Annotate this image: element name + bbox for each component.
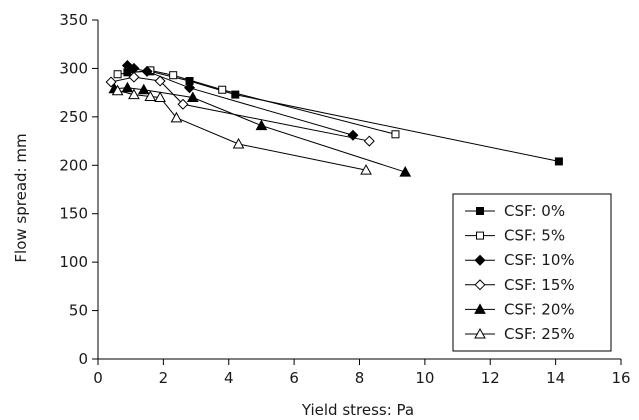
legend-item: CSF: 20%	[465, 300, 575, 318]
data-point	[154, 75, 166, 87]
axes: 0 50 100 150 200 250 300 350 0 2 4 6 8 10 12 14 16	[59, 11, 630, 387]
data-point	[184, 82, 196, 94]
legend-marker	[474, 303, 486, 314]
legend-marker	[474, 279, 486, 291]
legend-label: CSF: 15%	[504, 276, 575, 294]
data-point	[141, 65, 153, 77]
legend-label: CSF: 20%	[504, 300, 575, 318]
legend-marker	[476, 231, 484, 240]
data-point	[554, 157, 563, 166]
y-tick-label: 150	[59, 205, 88, 223]
legend-item: CSF: 10%	[465, 251, 575, 269]
series-2	[121, 60, 359, 141]
data-point	[255, 119, 268, 131]
legend-item: CSF: 15%	[465, 276, 575, 294]
y-tick-label: 200	[59, 156, 88, 174]
x-tick-label: 6	[289, 369, 299, 387]
data-point	[121, 60, 133, 72]
series-1	[113, 66, 400, 139]
x-axis-label: Yield stress: Pa	[301, 401, 414, 419]
data-point	[154, 91, 166, 102]
legend-marker	[476, 207, 484, 215]
series-0	[123, 67, 563, 166]
data-point	[177, 98, 189, 110]
x-tick-label: 12	[481, 369, 500, 387]
data-point	[347, 129, 359, 141]
x-tick-label: 2	[159, 369, 169, 387]
legend-box	[452, 193, 612, 352]
series-3	[105, 71, 375, 147]
data-point	[391, 130, 400, 139]
series-line	[110, 76, 370, 142]
legend-item: CSF: 5%	[465, 227, 565, 245]
series-4	[108, 81, 412, 177]
data-point	[121, 81, 134, 93]
data-point	[399, 166, 412, 177]
data-point	[113, 70, 122, 79]
data-point	[111, 84, 124, 96]
legend-label: CSF: 0%	[504, 202, 565, 220]
data-point	[170, 111, 183, 123]
series-layer	[105, 60, 563, 177]
x-tick-label: 14	[546, 369, 565, 387]
y-axis-label: Flow spread: mm	[12, 133, 30, 262]
series-5	[111, 84, 372, 175]
x-tick-label: 8	[355, 369, 365, 387]
data-point	[218, 85, 227, 94]
data-point	[169, 71, 178, 80]
x-tick-label: 16	[611, 369, 630, 387]
legend-item: CSF: 0%	[465, 202, 565, 220]
y-tick-label: 50	[69, 302, 88, 320]
data-point	[137, 83, 150, 95]
x-tick-label: 4	[224, 369, 234, 387]
legend-label: CSF: 5%	[504, 227, 565, 245]
legend-marker	[474, 327, 486, 339]
legend-marker	[474, 254, 486, 266]
data-point	[231, 90, 240, 99]
y-tick-label: 250	[59, 108, 88, 126]
y-tick-label: 350	[59, 11, 88, 29]
x-tick-label: 10	[415, 369, 434, 387]
y-tick-label: 100	[59, 253, 88, 271]
data-point	[128, 88, 140, 100]
legend-label: CSF: 10%	[504, 251, 575, 269]
legend-item: CSF: 25%	[465, 325, 575, 343]
data-point	[360, 164, 372, 175]
data-point	[232, 137, 245, 149]
data-point	[186, 91, 199, 102]
data-point	[128, 71, 140, 83]
legend: CSF: 0% CSF: 5% CSF: 10% CSF: 15% CSF: 20% CS…	[452, 193, 612, 352]
legend-label: CSF: 25%	[504, 325, 575, 343]
y-tick-label: 0	[78, 350, 88, 368]
data-point	[144, 90, 157, 102]
x-tick-label: 0	[93, 369, 103, 387]
y-tick-label: 300	[59, 59, 88, 77]
data-point	[363, 135, 375, 147]
